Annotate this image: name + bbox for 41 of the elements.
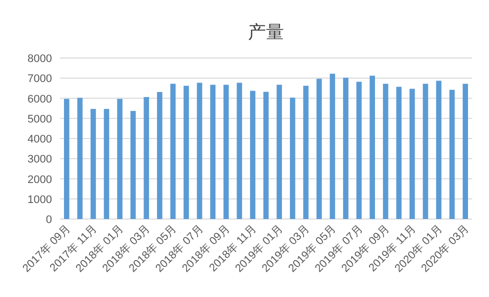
bar <box>170 84 176 219</box>
y-tick-label: 6000 <box>28 93 52 106</box>
y-tick-label: 8000 <box>28 53 52 65</box>
bar <box>436 80 442 219</box>
bar <box>144 97 150 219</box>
bar <box>330 74 336 219</box>
bar <box>410 88 415 219</box>
y-tick-label: 0 <box>46 214 52 226</box>
bar <box>382 84 388 219</box>
bar <box>77 98 83 219</box>
y-tick-label: 1000 <box>28 194 52 206</box>
bar <box>370 76 375 219</box>
bar <box>104 108 110 219</box>
bar <box>196 82 202 219</box>
bar <box>210 84 216 219</box>
bar <box>223 84 229 219</box>
bar <box>117 98 122 219</box>
chart-title: 产量 <box>248 22 284 42</box>
bar <box>343 78 348 219</box>
bar <box>422 84 428 219</box>
y-tick-label: 2000 <box>28 174 52 186</box>
bar <box>316 78 322 219</box>
y-tick-label: 4000 <box>28 134 52 146</box>
y-tick-label: 5000 <box>28 113 52 126</box>
bar <box>303 86 309 219</box>
bar <box>236 82 242 219</box>
bar <box>184 86 189 219</box>
bar <box>90 108 96 219</box>
bar <box>290 98 296 219</box>
bar <box>250 90 256 219</box>
bar <box>356 82 362 219</box>
bar <box>276 84 282 219</box>
bar <box>263 92 269 219</box>
bar <box>462 84 468 219</box>
bar <box>64 98 70 219</box>
bar <box>157 92 162 219</box>
bar <box>449 90 455 219</box>
y-tick-label: 3000 <box>28 154 52 166</box>
bar <box>396 86 402 219</box>
y-tick-label: 7000 <box>28 73 52 86</box>
bar <box>130 110 136 219</box>
